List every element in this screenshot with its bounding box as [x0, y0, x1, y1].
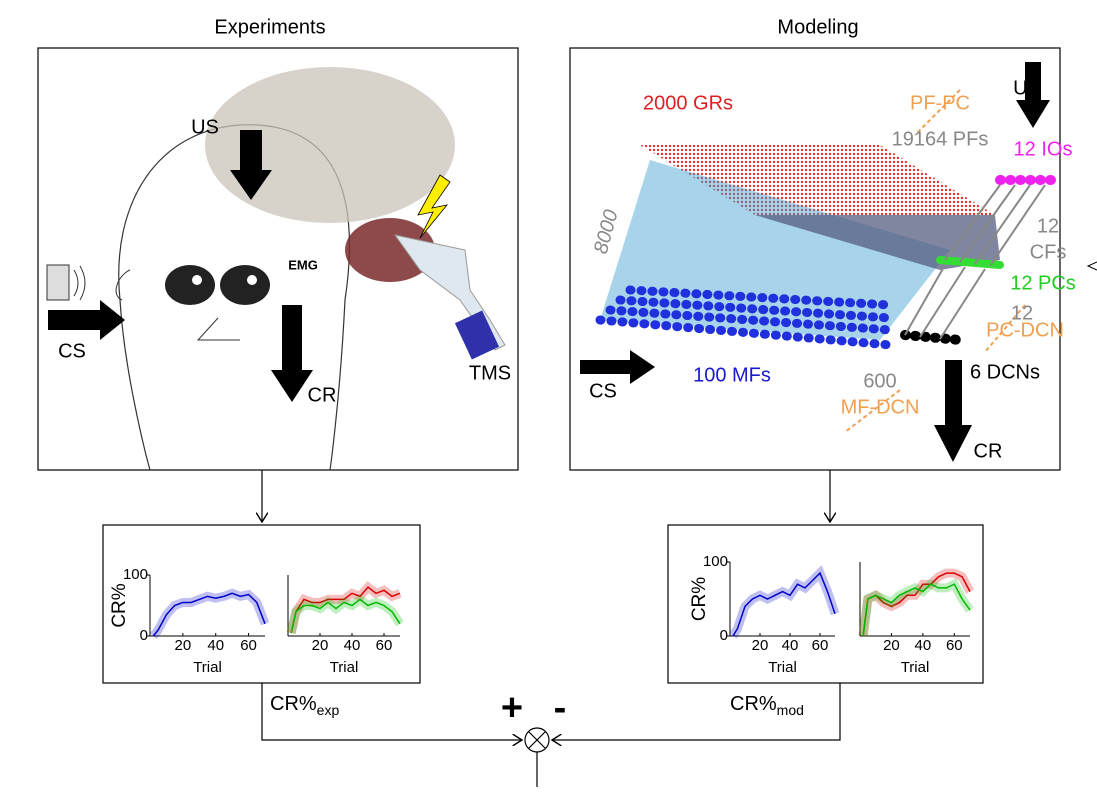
- x-tick-label: 40: [782, 637, 799, 654]
- label: 12 PCs: [1010, 272, 1076, 294]
- panel-title: Experiments: [214, 16, 325, 38]
- minus-sign: -: [554, 687, 567, 729]
- label: 19164 PFs: [892, 128, 989, 150]
- feedback-label: CR%mod: [730, 693, 804, 717]
- label: CR: [974, 440, 1003, 462]
- label: 8000: [590, 207, 623, 256]
- label: PF-PC: [910, 92, 970, 114]
- line-band: [863, 584, 970, 636]
- labels: Experiments Modeling US EMG CS CR TMS 20…: [58, 16, 1076, 729]
- label: 100 MFs: [693, 364, 771, 386]
- x-tick-label: 20: [752, 637, 769, 654]
- label: CS: [58, 340, 86, 362]
- x-tick-label: 60: [812, 637, 829, 654]
- label: PC-DCN: [986, 319, 1064, 341]
- label: 12: [1037, 215, 1059, 237]
- y-tick-label: 0: [140, 627, 148, 644]
- panel-title: Modeling: [777, 16, 858, 38]
- x-tick-label: 20: [175, 637, 192, 654]
- label: 6 DCNs: [970, 361, 1040, 383]
- label: 600: [863, 370, 896, 392]
- y-tick-label: 100: [703, 553, 728, 570]
- y-axis-label: CR%: [109, 583, 130, 627]
- label-sub: mod: [777, 702, 804, 718]
- x-tick-label: 40: [344, 637, 361, 654]
- label-base: CR%: [270, 693, 317, 715]
- x-tick-label: 20: [312, 637, 329, 654]
- label-sub: exp: [317, 702, 340, 718]
- feedback-label: CR%exp: [270, 693, 339, 717]
- label: 12 IOs: [1014, 138, 1073, 160]
- line-band: [291, 599, 400, 633]
- x-axis-label: Trial: [901, 659, 930, 676]
- x-axis-label: Trial: [193, 659, 222, 676]
- model-illustration: [580, 62, 1097, 462]
- label: 2000 GRs: [643, 92, 733, 114]
- label: CS: [589, 380, 617, 402]
- x-tick-label: 20: [883, 637, 900, 654]
- y-tick-label: 0: [720, 627, 728, 644]
- label: EMG: [288, 257, 318, 272]
- experiment-illustration: [47, 67, 505, 470]
- plus-sign: +: [501, 687, 523, 729]
- line-band: [153, 593, 265, 636]
- x-axis-label: Trial: [330, 659, 359, 676]
- label: US: [191, 116, 219, 138]
- label: CR: [308, 384, 337, 406]
- line-band: [733, 573, 835, 636]
- label: US: [1013, 77, 1041, 99]
- x-tick-label: 60: [240, 637, 257, 654]
- y-tick-label: 100: [123, 566, 148, 583]
- x-axis-label: Trial: [768, 659, 797, 676]
- connectors: [262, 470, 840, 787]
- label-base: CR%: [730, 693, 777, 715]
- label: TMS: [469, 362, 511, 384]
- x-tick-label: 40: [207, 637, 224, 654]
- label: MF-DCN: [841, 396, 920, 418]
- y-axis-label: CR%: [689, 577, 710, 621]
- figure: Experiments Modeling US EMG CS CR TMS 20…: [0, 0, 1097, 787]
- x-tick-label: 60: [946, 637, 963, 654]
- label: CFs: [1030, 241, 1067, 263]
- x-tick-label: 40: [915, 637, 932, 654]
- x-tick-label: 60: [376, 637, 393, 654]
